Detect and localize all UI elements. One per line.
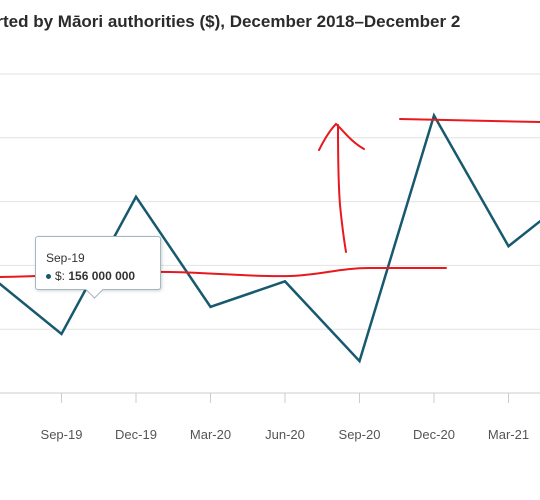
x-tick-label: Mar-20 — [190, 427, 231, 442]
annotation-line-upper — [399, 118, 540, 123]
grid-lines — [0, 73, 540, 330]
data-point[interactable] — [279, 275, 291, 287]
data-point[interactable] — [56, 328, 68, 340]
annotation-arrow-shaft — [337, 124, 347, 253]
chart-title: orted by Māori authorities ($), December… — [0, 12, 461, 31]
x-tick-label: Jun-20 — [265, 427, 305, 442]
data-point[interactable] — [205, 301, 217, 313]
data-point[interactable] — [130, 191, 142, 203]
x-tick-label: Dec-20 — [413, 427, 455, 442]
tooltip-value: 156 000 000 — [68, 269, 136, 283]
x-tick-label: Dec-19 — [115, 427, 157, 442]
x-tick-label: Sep-19 — [41, 427, 83, 442]
data-tooltip: Sep-19 $: 156 000 000 — [35, 236, 161, 299]
annotation-arrow-head — [318, 122, 365, 151]
tooltip-prefix: $: — [55, 269, 66, 283]
x-tick-label: Mar-21 — [488, 427, 529, 442]
x-tick-label: Sep-20 — [339, 427, 381, 442]
series-dot-icon — [46, 274, 51, 280]
data-point[interactable] — [503, 240, 515, 252]
tooltip-row: $: 156 000 000 — [46, 269, 135, 283]
x-axis: Sep-19 Dec-19 Mar-20 Jun-20 Sep-20 Dec-20 Mar-… — [0, 392, 540, 442]
tooltip-title: Sep-19 — [46, 251, 85, 265]
data-point[interactable] — [354, 355, 366, 367]
